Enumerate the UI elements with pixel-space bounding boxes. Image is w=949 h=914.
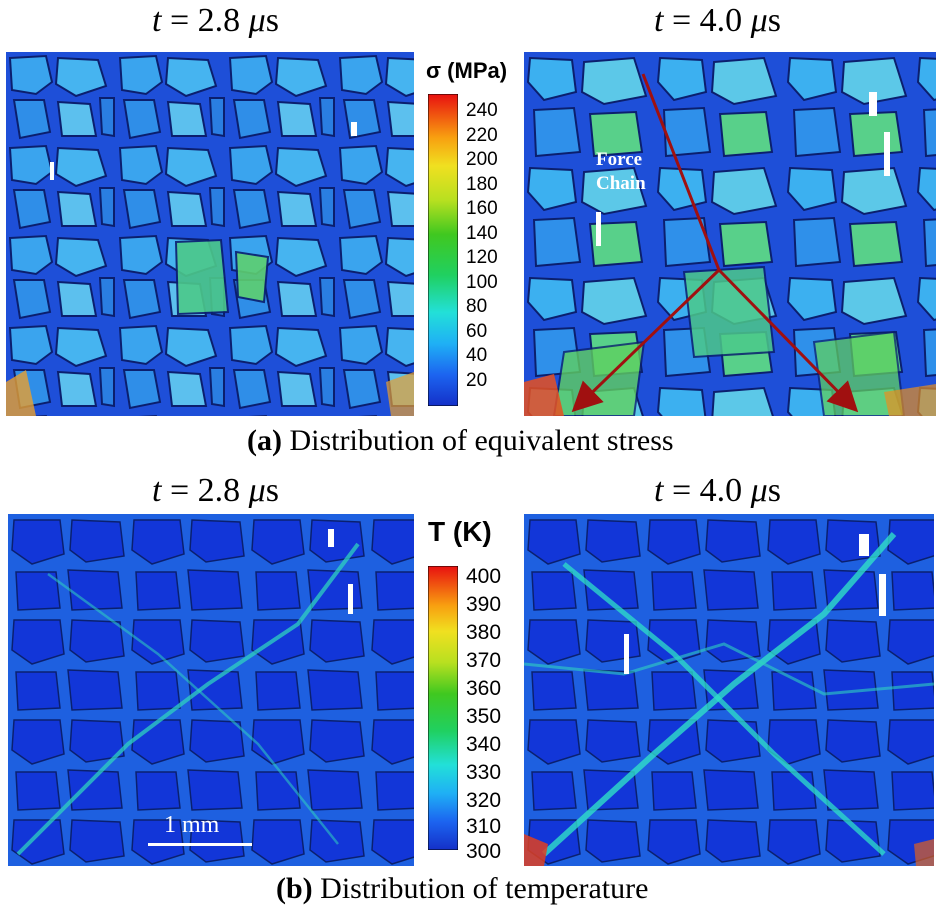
caption-b-text: Distribution of temperature	[312, 872, 649, 905]
stress-tick: 140	[466, 223, 498, 244]
stress-tick: 240	[466, 100, 498, 121]
temp-colorbar	[427, 565, 459, 851]
stress-colorbar	[427, 93, 459, 407]
temp-tick: 340	[466, 733, 502, 756]
temp-tick: 370	[466, 649, 502, 672]
stress-tick: 60	[466, 321, 488, 342]
stress-colorbar-title: σ (MPa)	[426, 58, 508, 83]
stress-right-time-label: t = 4.0 μs	[654, 2, 781, 39]
temp-tick: 300	[466, 840, 502, 863]
stress-tick: 200	[466, 149, 498, 170]
temp-tick: 350	[466, 705, 502, 728]
temp-colorbar-title: T (K)	[428, 516, 492, 547]
temperature-map-right	[524, 514, 934, 866]
stress-left-time-label: t = 2.8 μs	[152, 2, 279, 39]
stress-tick: 220	[466, 125, 498, 146]
caption-b-label: (b)	[276, 872, 313, 905]
force-chain-arrow-up	[641, 73, 721, 271]
stress-map-left	[6, 52, 414, 416]
temp-tick: 360	[466, 677, 502, 700]
scale-bar	[148, 843, 252, 846]
stress-tick: 100	[466, 272, 498, 293]
annotation-line-1: Force	[596, 149, 643, 170]
temp-tick: 320	[466, 789, 502, 812]
temp-tick: 330	[466, 761, 502, 784]
caption-b: (b) Distribution of temperature	[276, 872, 648, 906]
stress-tick: 80	[466, 296, 488, 317]
scale-bar-label: 1 mm	[164, 812, 220, 838]
temp-tick: 400	[466, 565, 502, 588]
stress-tick: 160	[466, 198, 498, 219]
temp-tick: 380	[466, 621, 502, 644]
caption-a-label: (a)	[247, 424, 282, 457]
temp-tick: 310	[466, 815, 502, 838]
temp-left-time-label: t = 2.8 μs	[152, 472, 279, 509]
temp-right-time-label: t = 4.0 μs	[654, 472, 781, 509]
stress-tick: 120	[466, 247, 498, 268]
stress-tick: 40	[466, 345, 488, 366]
temperature-map-left	[8, 514, 414, 866]
force-chain-annotation: Force Chain	[596, 148, 646, 196]
caption-a: (a) Distribution of equivalent stress	[247, 424, 674, 458]
caption-a-text: Distribution of equivalent stress	[281, 424, 674, 457]
stress-tick: 20	[466, 370, 488, 391]
force-chain-arrows	[571, 73, 859, 413]
stress-tick: 180	[466, 174, 498, 195]
force-chain-arrow-left	[571, 268, 721, 413]
temp-tick: 390	[466, 593, 502, 616]
annotation-line-2: Chain	[596, 173, 646, 194]
force-chain-arrow-right	[717, 268, 859, 413]
stress-map-right	[524, 52, 936, 416]
